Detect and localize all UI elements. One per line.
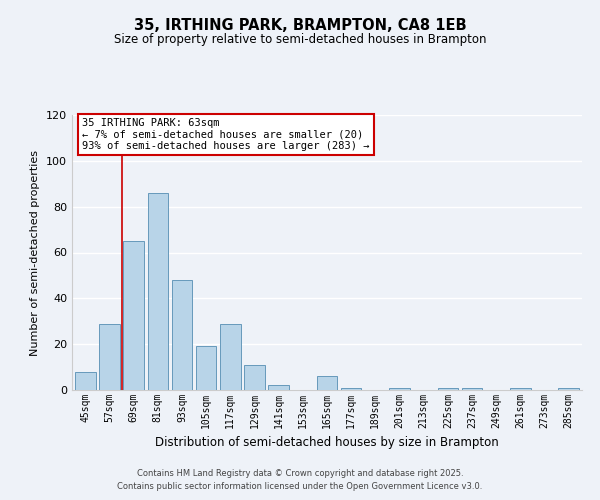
Text: Contains public sector information licensed under the Open Government Licence v3: Contains public sector information licen… — [118, 482, 482, 491]
Text: Size of property relative to semi-detached houses in Brampton: Size of property relative to semi-detach… — [114, 32, 486, 46]
Bar — [75, 372, 95, 390]
Bar — [124, 241, 144, 390]
Bar — [99, 324, 120, 390]
Bar — [317, 376, 337, 390]
Bar — [462, 388, 482, 390]
Bar — [510, 388, 530, 390]
Text: Contains HM Land Registry data © Crown copyright and database right 2025.: Contains HM Land Registry data © Crown c… — [137, 468, 463, 477]
Text: 35, IRTHING PARK, BRAMPTON, CA8 1EB: 35, IRTHING PARK, BRAMPTON, CA8 1EB — [134, 18, 466, 32]
Y-axis label: Number of semi-detached properties: Number of semi-detached properties — [31, 150, 40, 356]
Bar — [148, 193, 168, 390]
Bar — [389, 388, 410, 390]
X-axis label: Distribution of semi-detached houses by size in Brampton: Distribution of semi-detached houses by … — [155, 436, 499, 450]
Bar — [220, 324, 241, 390]
Bar — [196, 346, 217, 390]
Bar — [341, 388, 361, 390]
Text: 35 IRTHING PARK: 63sqm
← 7% of semi-detached houses are smaller (20)
93% of semi: 35 IRTHING PARK: 63sqm ← 7% of semi-deta… — [82, 118, 370, 151]
Bar — [437, 388, 458, 390]
Bar — [559, 388, 579, 390]
Bar — [268, 386, 289, 390]
Bar — [172, 280, 192, 390]
Bar — [244, 365, 265, 390]
